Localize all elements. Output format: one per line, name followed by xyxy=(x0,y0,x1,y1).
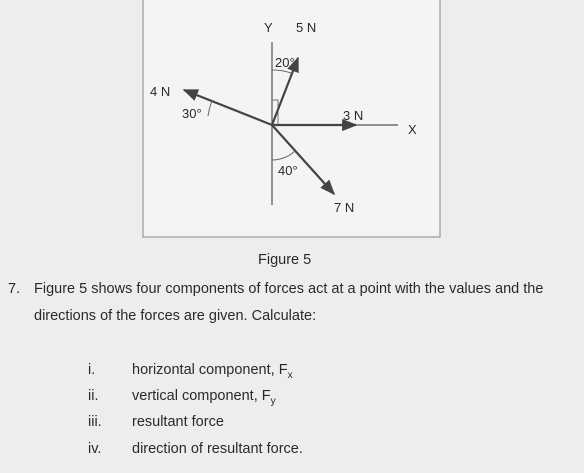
angle-label: 40° xyxy=(278,163,298,178)
right-angle-mark xyxy=(272,99,279,125)
question-text: Figure 5 shows four components of forces… xyxy=(34,281,544,297)
force-label: 5 N xyxy=(296,20,316,35)
force-label: 3 N xyxy=(343,108,363,123)
force-arrow xyxy=(182,88,273,127)
force-label: 4 N xyxy=(150,84,170,99)
item-text: vertical component, Fy xyxy=(132,388,276,407)
item-subscript: y xyxy=(270,395,276,407)
item-numeral: i. xyxy=(88,362,96,378)
axis-label: Y xyxy=(264,20,273,35)
figure: Y X 5 N 20° 4 N 30° 3 N 7 N 40° xyxy=(142,0,441,238)
item-text: resultant force xyxy=(132,414,224,430)
item-label: resultant force xyxy=(132,414,224,430)
angle-label: 20° xyxy=(275,55,295,70)
question-number: 7. xyxy=(8,281,21,297)
item-subscript: x xyxy=(287,369,293,381)
item-text: horizontal component, Fx xyxy=(132,362,293,381)
item-text: direction of resultant force. xyxy=(132,441,303,457)
item-numeral: ii. xyxy=(88,388,99,404)
angle-arc xyxy=(271,69,292,74)
figure-frame xyxy=(142,0,441,238)
question-text: directions of the forces are given. Calc… xyxy=(34,308,317,324)
angle-arc xyxy=(271,150,296,161)
item-numeral: iii. xyxy=(88,414,102,430)
angle-arc xyxy=(207,100,213,117)
angle-label: 30° xyxy=(182,106,202,121)
item-label: vertical component, F xyxy=(132,388,271,404)
axis-label: X xyxy=(408,122,417,137)
force-arrow xyxy=(271,124,336,196)
force-arrow xyxy=(270,56,300,126)
item-label: horizontal component, F xyxy=(132,362,288,378)
item-numeral: iv. xyxy=(88,441,102,457)
force-label: 7 N xyxy=(334,200,354,215)
item-label: direction of resultant force. xyxy=(132,441,303,457)
figure-caption: Figure 5 xyxy=(258,252,312,268)
